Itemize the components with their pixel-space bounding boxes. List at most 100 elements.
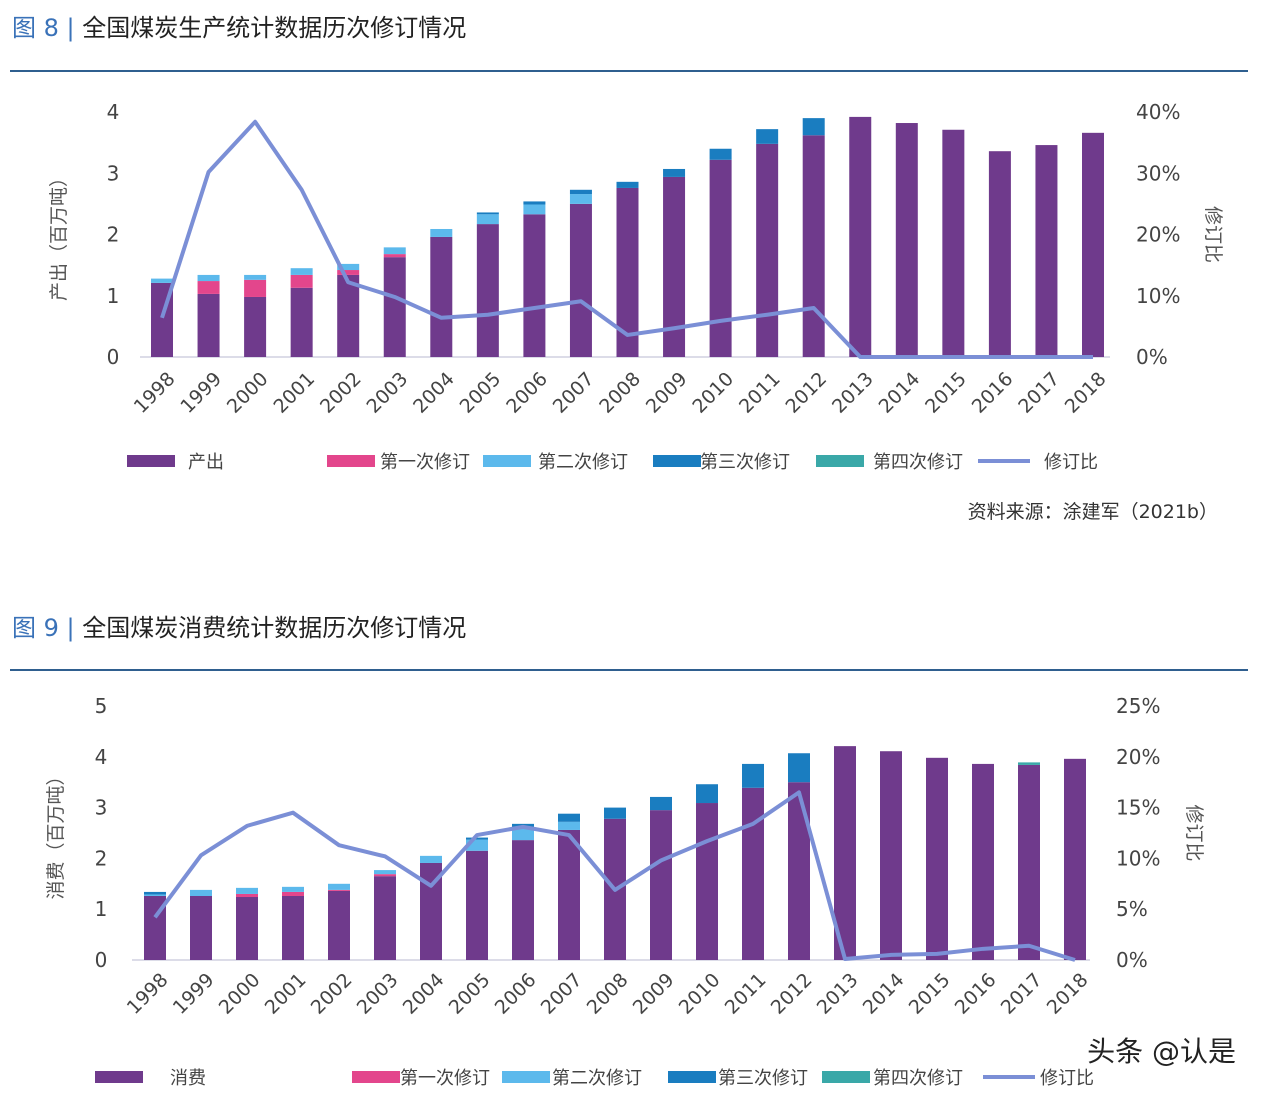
bar-revision-2 xyxy=(144,894,166,896)
legend-swatch xyxy=(668,1071,716,1083)
bar-base xyxy=(742,788,764,960)
bar-revision-2 xyxy=(430,229,452,237)
bar-base xyxy=(1018,765,1040,960)
x-tick-label: 2017 xyxy=(1014,368,1064,418)
bar-base xyxy=(926,758,948,960)
production-chart: 012340%10%20%30%40%产出（百万吨）修订比19981999200… xyxy=(0,80,1266,560)
x-tick-label: 2012 xyxy=(781,368,831,418)
legend-label: 第四次修订 xyxy=(873,452,963,473)
bar-base xyxy=(244,297,266,357)
x-tick-label: 2011 xyxy=(735,368,785,418)
bar-base xyxy=(374,876,396,960)
y2-tick-label: 10% xyxy=(1136,284,1180,308)
bar-base xyxy=(328,891,350,960)
y2-tick-label: 10% xyxy=(1116,846,1160,870)
x-tick-label: 1998 xyxy=(130,368,180,418)
legend-label: 产出 xyxy=(188,452,224,473)
x-tick-label: 2004 xyxy=(399,969,449,1019)
x-tick-label: 2007 xyxy=(549,368,599,418)
figure-9-label: 图 9 | xyxy=(12,614,75,642)
x-tick-label: 2007 xyxy=(537,969,587,1019)
legend-label: 第三次修订 xyxy=(718,1068,808,1089)
bar-revision-2 xyxy=(374,870,396,874)
x-tick-label: 2011 xyxy=(721,969,771,1019)
legend-label: 消费 xyxy=(170,1068,206,1089)
bar-base xyxy=(190,896,212,960)
bar-base xyxy=(696,803,718,960)
x-tick-label: 2013 xyxy=(813,969,863,1019)
legend-swatch xyxy=(653,455,701,467)
bar-revision-3 xyxy=(710,149,732,160)
x-tick-label: 2005 xyxy=(445,969,495,1019)
bar-base xyxy=(466,851,488,960)
bar-revision-1 xyxy=(384,254,406,257)
x-tick-label: 2003 xyxy=(363,368,413,418)
watermark: 头条 @认是 xyxy=(1087,1030,1236,1070)
y2-tick-label: 5% xyxy=(1116,897,1148,921)
legend-swatch xyxy=(95,1071,143,1083)
bar-revision-1 xyxy=(328,890,350,891)
bar-revision-2 xyxy=(477,214,499,224)
x-tick-label: 2016 xyxy=(951,969,1001,1019)
bar-revision-2 xyxy=(236,888,258,894)
bar-base xyxy=(1082,133,1104,357)
bar-base xyxy=(198,294,220,357)
bar-revision-3 xyxy=(570,190,592,194)
y2-tick-label: 15% xyxy=(1116,796,1160,820)
bar-revision-2 xyxy=(198,275,220,281)
x-tick-label: 2008 xyxy=(595,368,645,418)
bar-base xyxy=(880,751,902,960)
bar-base xyxy=(384,257,406,357)
x-tick-label: 2014 xyxy=(859,969,909,1019)
bar-revision-3 xyxy=(803,118,825,135)
legend-swatch xyxy=(483,455,531,467)
x-tick-label: 2004 xyxy=(409,368,459,418)
bar-revision-4 xyxy=(1018,762,1040,765)
bar-base xyxy=(523,214,545,357)
bar-base xyxy=(512,840,534,960)
bar-revision-2 xyxy=(420,856,442,863)
y-tick-label: 0 xyxy=(95,948,108,972)
legend-label: 修订比 xyxy=(1040,1068,1094,1089)
bar-revision-3 xyxy=(523,201,545,204)
bar-base xyxy=(291,288,313,357)
y2-tick-label: 0% xyxy=(1116,948,1148,972)
bar-revision-2 xyxy=(190,890,212,896)
legend-label: 第二次修订 xyxy=(552,1068,642,1089)
bar-base xyxy=(558,830,580,960)
x-tick-label: 2009 xyxy=(629,969,679,1019)
y2-tick-label: 25% xyxy=(1116,694,1160,718)
legend-label: 第四次修订 xyxy=(873,1068,963,1089)
y-tick-label: 2 xyxy=(95,846,108,870)
x-tick-label: 2002 xyxy=(316,368,366,418)
y-tick-label: 2 xyxy=(107,223,120,247)
legend-swatch xyxy=(352,1071,400,1083)
legend-label: 第一次修订 xyxy=(400,1068,490,1089)
y2-tick-label: 0% xyxy=(1136,345,1168,369)
source-note: 资料来源：涂建军（2021b） xyxy=(968,497,1218,524)
bar-base xyxy=(570,204,592,357)
x-tick-label: 2001 xyxy=(261,969,311,1019)
y-axis-title: 消费（百万吨） xyxy=(45,766,67,899)
x-tick-label: 2005 xyxy=(456,368,506,418)
bar-revision-3 xyxy=(144,892,166,895)
bar-revision-1 xyxy=(244,280,266,297)
bar-revision-1 xyxy=(374,874,396,876)
legend-label: 第三次修订 xyxy=(700,452,790,473)
bar-revision-2 xyxy=(282,887,304,892)
x-tick-label: 1999 xyxy=(169,969,219,1019)
legend-swatch xyxy=(127,455,175,467)
bar-base xyxy=(849,117,871,357)
legend-swatch xyxy=(502,1071,550,1083)
x-tick-label: 2001 xyxy=(269,368,319,418)
bar-revision-3 xyxy=(756,129,778,144)
x-tick-label: 2009 xyxy=(642,368,692,418)
x-tick-label: 2008 xyxy=(583,969,633,1019)
figure-9-title: 图 9 | 全国煤炭消费统计数据历次修订情况 xyxy=(12,608,466,643)
x-tick-label: 2000 xyxy=(215,969,265,1019)
bar-revision-2 xyxy=(328,884,350,890)
x-tick-label: 2014 xyxy=(875,368,925,418)
bar-base xyxy=(803,135,825,357)
x-tick-label: 2017 xyxy=(997,969,1047,1019)
x-tick-label: 2010 xyxy=(688,368,738,418)
